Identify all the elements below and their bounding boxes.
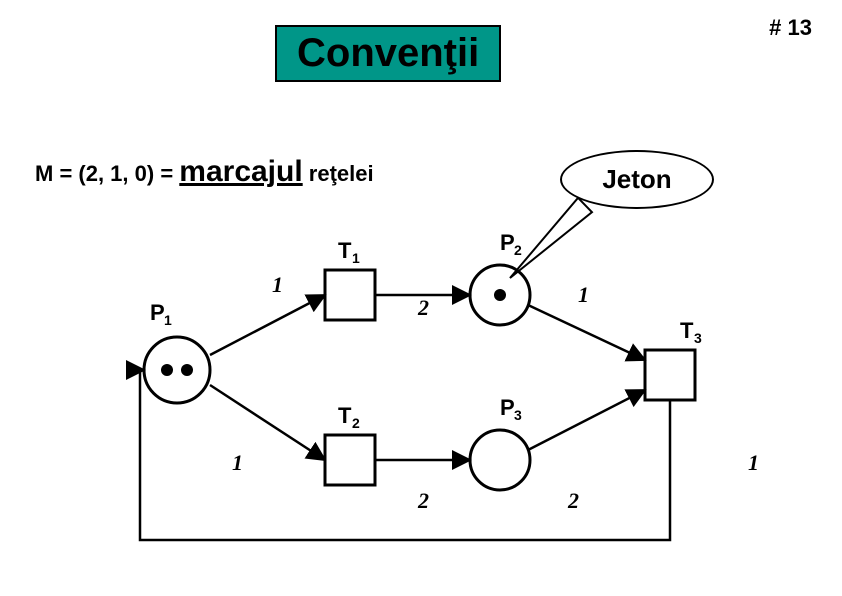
transition-sub-t1: 1 [352, 250, 360, 266]
token [181, 364, 193, 376]
transition-label-t1: T [338, 238, 352, 263]
arc-weight-4: 1 [578, 282, 589, 307]
place-sub-p1: 1 [164, 312, 172, 328]
transition-t3 [645, 350, 695, 400]
place-sub-p3: 3 [514, 407, 522, 423]
transition-label-t3: T [680, 318, 694, 343]
arc-weight-2: 2 [417, 295, 429, 320]
feedback-arc [140, 370, 670, 540]
arc-weight-0: 1 [272, 272, 283, 297]
arc-0 [210, 295, 325, 355]
feedback-arc-weight: 1 [748, 450, 759, 475]
token [161, 364, 173, 376]
place-label-p3: P [500, 395, 515, 420]
place-sub-p2: 2 [514, 242, 522, 258]
arc-1 [210, 385, 325, 460]
petri-net-svg: T1T2T3P1P2P31122121 [0, 0, 842, 596]
transition-sub-t2: 2 [352, 415, 360, 431]
place-p3 [470, 430, 530, 490]
arc-4 [528, 305, 645, 360]
arc-5 [528, 390, 645, 450]
transition-t1 [325, 270, 375, 320]
arc-weight-5: 2 [567, 488, 579, 513]
place-label-p2: P [500, 230, 515, 255]
transition-t2 [325, 435, 375, 485]
token [494, 289, 506, 301]
slide-canvas: # 13 Convenţii M = (2, 1, 0) = marcajul … [0, 0, 842, 596]
arc-weight-3: 2 [417, 488, 429, 513]
arc-weight-1: 1 [232, 450, 243, 475]
transition-label-t2: T [338, 403, 352, 428]
transition-sub-t3: 3 [694, 330, 702, 346]
place-p1 [144, 337, 210, 403]
callout-pointer [510, 198, 592, 278]
place-label-p1: P [150, 300, 165, 325]
